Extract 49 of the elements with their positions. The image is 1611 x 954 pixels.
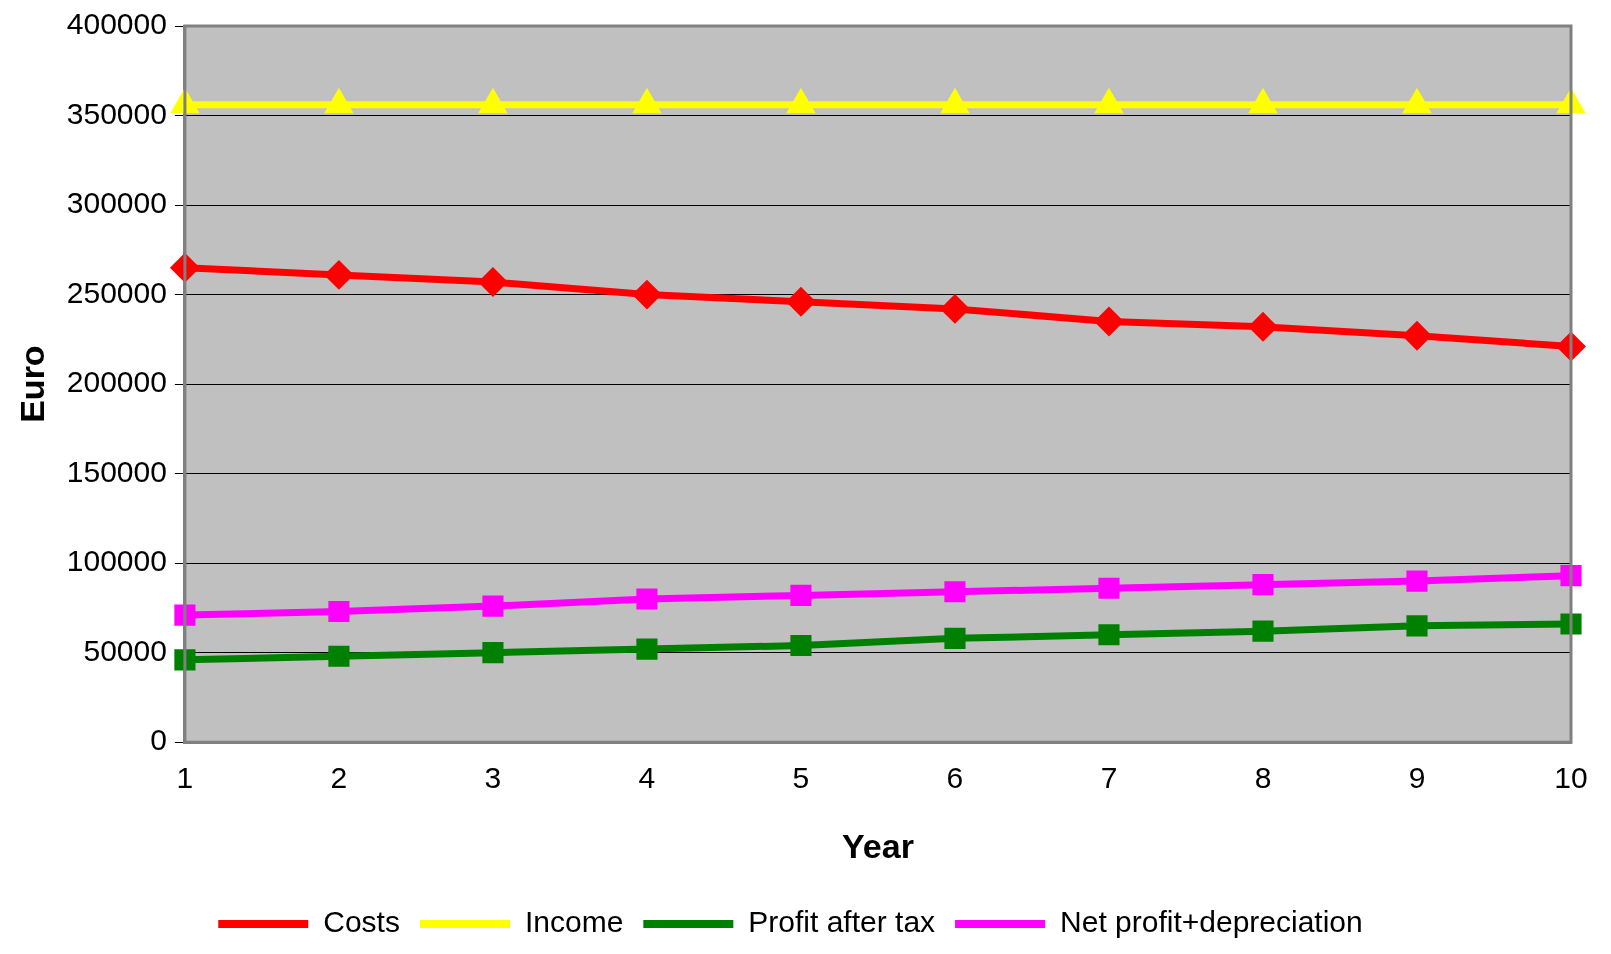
point [1098, 577, 1120, 599]
point [1252, 574, 1274, 596]
y-tick-label: 200000 [66, 365, 167, 399]
x-tick-label: 1 [176, 761, 194, 795]
x-tick-label: 10 [1554, 761, 1588, 795]
y-tick-label: 50000 [83, 633, 167, 667]
y-tick-label: 350000 [66, 96, 167, 130]
point [328, 600, 350, 623]
point [170, 89, 200, 114]
x-tick-label: 5 [792, 761, 810, 795]
y-tick-label: 300000 [66, 186, 167, 220]
legend-label: Profit after tax [748, 905, 936, 939]
point [482, 642, 504, 664]
point [1560, 613, 1582, 635]
point [636, 588, 658, 610]
x-axis-title: Year [842, 826, 914, 865]
x-tick-label: 7 [1100, 761, 1118, 795]
x-tick-label: 2 [330, 761, 348, 795]
point [174, 604, 196, 626]
point [1406, 615, 1428, 637]
y-tick-label: 250000 [66, 275, 167, 309]
x-tick-label: 8 [1254, 761, 1272, 795]
point [1252, 620, 1274, 642]
legend-label: Costs [323, 905, 400, 939]
legend-label: Net profit+depreciation [1060, 905, 1363, 939]
point [790, 584, 812, 606]
point [1557, 333, 1585, 360]
point [790, 634, 812, 657]
x-tick-label: 4 [638, 761, 656, 795]
x-tick-label: 9 [1408, 761, 1426, 795]
point [1406, 570, 1428, 592]
y-tick-label: 400000 [66, 7, 167, 41]
y-tick-label: 150000 [66, 454, 167, 488]
point [636, 638, 658, 660]
point [328, 645, 350, 667]
y-axis-title: Euro [12, 345, 51, 423]
y-tick-label: 100000 [66, 544, 167, 578]
x-tick-label: 6 [946, 761, 964, 795]
y-tick-label: 0 [150, 723, 167, 757]
x-tick-label: 3 [484, 761, 502, 795]
point [944, 581, 966, 603]
point [1556, 89, 1586, 114]
legend-label: Income [524, 905, 624, 939]
point [174, 649, 196, 671]
point [482, 595, 504, 617]
point [1098, 624, 1120, 646]
point [1560, 565, 1582, 587]
point [944, 627, 966, 649]
point [1095, 307, 1123, 335]
